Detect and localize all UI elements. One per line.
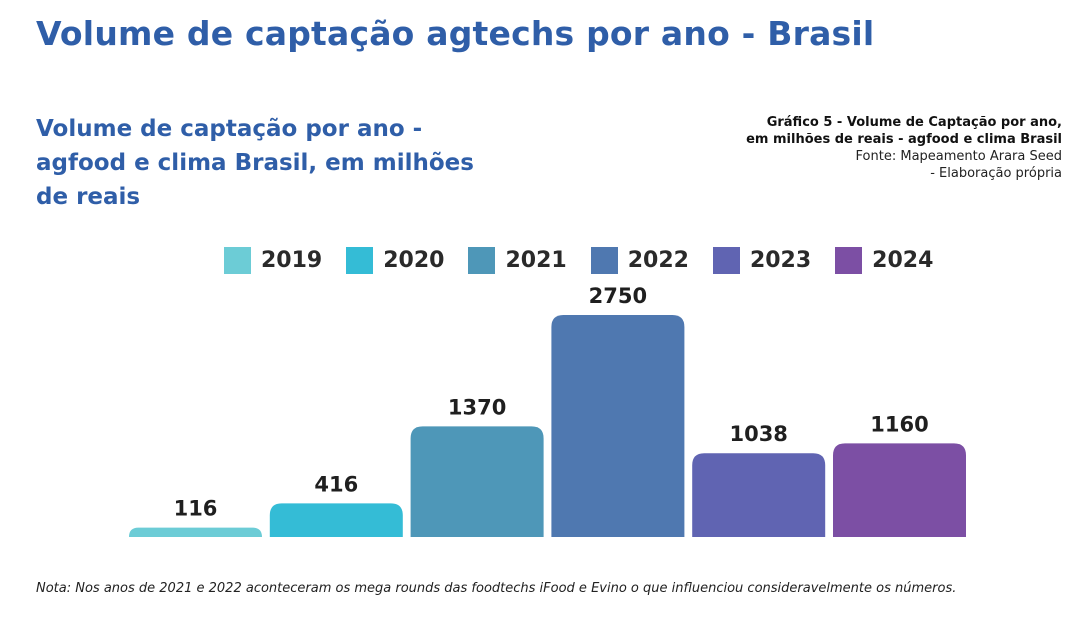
legend-swatch-2019 bbox=[224, 246, 251, 274]
caption-title-line-1: Gráfico 5 - Volume de Captação por ano, bbox=[766, 115, 1062, 130]
data-label-2020: 416 bbox=[314, 472, 358, 496]
data-label-2021: 1370 bbox=[448, 395, 506, 419]
legend-item-2022: 2022 bbox=[590, 246, 689, 274]
legend-label-2021: 2021 bbox=[505, 247, 567, 273]
legend-swatch-2022 bbox=[590, 246, 618, 274]
caption-source-line: Fonte: Mapeamento Arara Seed bbox=[855, 149, 1062, 164]
legend-label-2020: 2020 bbox=[383, 247, 445, 273]
legend-item-2020: 2020 bbox=[346, 246, 445, 274]
data-label-2023: 1038 bbox=[729, 422, 787, 446]
legend-swatch-2024 bbox=[835, 246, 863, 274]
caption-title-line-2: em milhões de reais - agfood e clima Bra… bbox=[746, 132, 1062, 147]
chart-caption: Gráfico 5 - Volume de Captação por ano, … bbox=[642, 114, 1062, 182]
legend-label-2023: 2023 bbox=[749, 247, 812, 273]
data-label-2019: 116 bbox=[174, 497, 218, 521]
legend-item-2021: 2021 bbox=[468, 246, 567, 274]
legend-item-2019: 2019 bbox=[224, 246, 323, 274]
data-label-2022: 2750 bbox=[589, 284, 647, 308]
page-title: Volume de captação agtechs por ano - Bra… bbox=[36, 14, 875, 53]
caption-authorship-line: - Elaboração própria bbox=[930, 166, 1062, 181]
bar-chart: 116 416 1370 2750 1038 1160 bbox=[129, 284, 966, 537]
legend-swatch-2023 bbox=[712, 246, 740, 274]
legend-swatch-2021 bbox=[468, 246, 496, 274]
bar-2020 bbox=[269, 503, 403, 537]
bar-2023 bbox=[692, 453, 826, 537]
bar-2024 bbox=[833, 443, 966, 537]
legend-label-2024: 2024 bbox=[872, 247, 934, 273]
legend-swatch-2020 bbox=[346, 246, 374, 274]
data-label-2024: 1160 bbox=[870, 412, 928, 436]
legend-label-2022: 2022 bbox=[627, 247, 689, 273]
bar-2021 bbox=[410, 426, 544, 537]
chart-legend: 2019 2020 2021 2022 2023 2024 bbox=[224, 245, 933, 275]
bar-2022 bbox=[551, 315, 685, 537]
bar-2019 bbox=[129, 527, 262, 537]
legend-label-2019: 2019 bbox=[261, 247, 323, 273]
chart-subtitle: Volume de captação por ano - agfood e cl… bbox=[36, 116, 474, 210]
legend-item-2023: 2023 bbox=[712, 246, 812, 274]
footnote: Nota: Nos anos de 2021 e 2022 acontecera… bbox=[36, 581, 957, 596]
legend-item-2024: 2024 bbox=[835, 246, 934, 274]
